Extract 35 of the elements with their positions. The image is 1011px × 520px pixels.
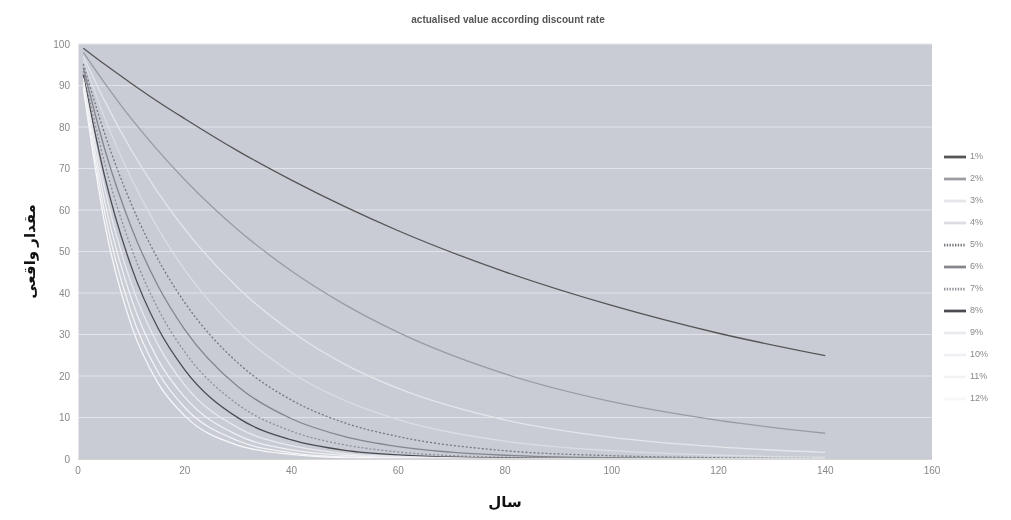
x-tick-label: 140	[816, 465, 835, 477]
x-tick-label: 100	[603, 465, 621, 477]
y-tick-label: 100	[53, 38, 71, 50]
x-tick-label: 20	[179, 465, 191, 477]
y-tick-label: 90	[58, 80, 71, 92]
x-tick-label: 120	[710, 465, 728, 477]
y-tick-label: 10	[58, 412, 71, 424]
legend-label: 12%	[969, 392, 988, 403]
legend-label: 10%	[969, 348, 988, 359]
legend-label: 11%	[969, 370, 988, 381]
y-tick-label: 30	[58, 329, 71, 341]
legend-label: 4%	[969, 216, 983, 227]
y-tick-label: 50	[58, 246, 71, 258]
x-tick-label: 0	[75, 465, 82, 477]
legend-label: 5%	[969, 238, 983, 249]
legend-label: 3%	[969, 194, 983, 205]
legend-label: 1%	[969, 150, 983, 161]
legend-label: 8%	[969, 304, 983, 315]
y-tick-label: 70	[58, 163, 71, 175]
y-tick-label: 80	[58, 121, 71, 133]
legend-label: 2%	[969, 172, 983, 183]
x-tick-label: 60	[392, 465, 405, 477]
y-tick-label: 40	[58, 287, 71, 299]
y-tick-label: 60	[58, 204, 71, 216]
chart-title: actualised value according discount rate	[410, 13, 606, 27]
legend-label: 6%	[969, 260, 983, 271]
legend-label: 9%	[969, 326, 983, 337]
x-tick-label: 40	[285, 465, 298, 477]
x-axis-title: سال	[488, 493, 522, 510]
x-tick-label: 160	[923, 465, 941, 477]
legend-label: 7%	[969, 282, 983, 293]
y-tick-label: 0	[64, 453, 71, 465]
y-tick-label: 20	[58, 370, 71, 382]
y-axis-title: مقدار واقعی	[21, 204, 40, 299]
x-tick-label: 80	[499, 465, 511, 477]
